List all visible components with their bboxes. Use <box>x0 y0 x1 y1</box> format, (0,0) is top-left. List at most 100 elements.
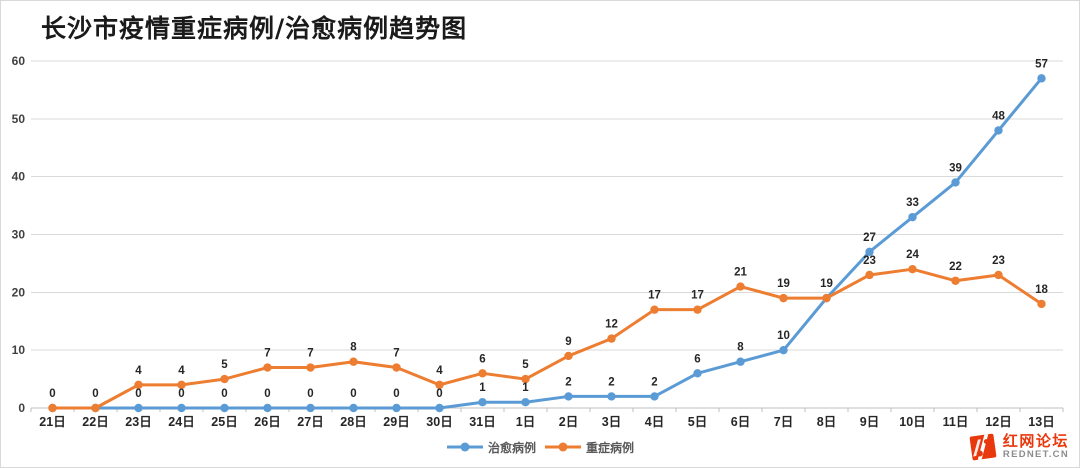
x-axis-category-label: 27日 <box>297 415 323 429</box>
x-axis-category-label: 2日 <box>559 415 578 429</box>
x-axis-category-label: 3日 <box>602 415 621 429</box>
series-cured-point <box>220 403 229 413</box>
series-cured-data-label: 0 <box>49 388 55 400</box>
y-axis-tick-label: 50 <box>12 112 26 126</box>
series-cured-point <box>994 126 1003 135</box>
series-severe-point <box>91 403 100 413</box>
series-cured-data-label: 0 <box>436 388 442 400</box>
series-severe-data-label: 7 <box>307 348 313 360</box>
series-cured-point <box>607 392 616 401</box>
series-cured-point <box>306 403 315 413</box>
series-severe-point <box>908 265 917 274</box>
logo-site-name: 红网论坛 <box>1002 432 1069 450</box>
series-cured-point <box>865 247 874 257</box>
x-axis-category-label: 10日 <box>899 415 925 429</box>
series-severe-point <box>435 380 444 390</box>
series-severe-data-label: 4 <box>436 365 443 377</box>
series-severe-data-label: 7 <box>393 348 399 360</box>
series-severe-point <box>349 357 358 366</box>
x-axis-category-label: 7日 <box>774 415 793 429</box>
series-severe-point <box>736 282 745 291</box>
series-severe-data-label: 17 <box>691 290 704 302</box>
series-cured-data-label: 10 <box>777 330 790 342</box>
series-severe-data-label: 6 <box>479 353 485 365</box>
series-severe-data-label: 17 <box>648 290 661 302</box>
rednet-logo-icon <box>969 433 997 461</box>
series-cured-data-label: 1 <box>522 382 529 394</box>
series-severe-point <box>607 334 616 343</box>
x-axis-category-label: 4日 <box>645 415 664 429</box>
y-axis-tick-label: 40 <box>12 170 26 184</box>
series-severe-data-label: 18 <box>1035 284 1048 296</box>
series-cured-point <box>908 212 917 222</box>
series-severe-data-label: 9 <box>565 336 571 348</box>
series-cured-point <box>693 369 702 378</box>
x-axis-category-label: 30日 <box>426 415 452 429</box>
series-severe-point <box>478 369 487 378</box>
series-cured-point <box>564 392 573 401</box>
series-cured-data-label: 48 <box>992 110 1005 122</box>
x-axis-category-label: 12日 <box>985 415 1011 429</box>
series-cured-data-label: 2 <box>565 376 571 388</box>
series-cured-data-label: 0 <box>264 388 270 400</box>
series-severe-point <box>693 305 702 314</box>
chart-title: 长沙市疫情重症病例/治愈病例趋势图 <box>41 14 468 43</box>
y-axis-tick-label: 0 <box>18 401 25 415</box>
series-cured-line <box>51 76 1043 410</box>
series-cured-data-label: 0 <box>393 388 399 400</box>
series-severe-point <box>263 363 272 372</box>
series-severe-point <box>220 374 229 384</box>
rednet-logo: 红网论坛 REDNET.CN <box>968 431 1069 463</box>
legend-item-cured: 治愈病例 <box>446 439 536 456</box>
series-cured-point <box>177 403 186 413</box>
series-cured-data-label: 8 <box>737 342 744 354</box>
legend-item-severe: 重症病例 <box>544 439 634 456</box>
rednet-logo-text: 红网论坛 REDNET.CN <box>1002 432 1069 461</box>
series-cured-point <box>951 178 960 187</box>
series-severe-data-label: 4 <box>178 365 185 377</box>
series-cured-data-label: 1 <box>479 382 486 394</box>
series-cured-data-label: 6 <box>694 353 700 365</box>
series-severe-line <box>51 267 1043 410</box>
chart-legend: 治愈病例 重症病例 <box>1 437 1079 457</box>
series-severe-point <box>564 351 573 361</box>
series-severe-point <box>779 293 788 303</box>
series-severe-point <box>951 276 960 285</box>
series-cured-data-label: 0 <box>350 388 356 400</box>
series-severe-point <box>865 270 874 280</box>
series-severe-data-label: 21 <box>734 267 747 279</box>
legend-label-cured: 治愈病例 <box>487 440 536 455</box>
series-cured-data-label: 39 <box>949 162 962 174</box>
x-axis-category-label: 22日 <box>82 415 108 429</box>
series-cured-point <box>435 403 444 413</box>
y-axis-tick-label: 60 <box>12 54 26 68</box>
legend-label-severe: 重症病例 <box>586 440 635 455</box>
series-cured-point <box>349 403 358 413</box>
y-axis-tick-label: 10 <box>12 343 26 357</box>
cured-line-swatch-icon <box>446 442 483 452</box>
y-axis-tick-label: 20 <box>12 285 26 299</box>
x-axis-category-label: 25日 <box>211 415 237 429</box>
series-severe-data-label: 23 <box>992 255 1005 267</box>
series-cured-point <box>263 403 272 413</box>
series-severe-data-label: 7 <box>264 348 270 360</box>
series-severe-point <box>306 363 315 372</box>
series-cured-data-label: 0 <box>178 388 184 400</box>
series-cured-point <box>779 345 788 355</box>
x-axis-category-label: 31日 <box>469 415 495 429</box>
series-cured-data-label: 0 <box>307 388 313 400</box>
series-severe-point <box>392 363 401 372</box>
logo-site-domain: REDNET.CN <box>1002 449 1069 461</box>
series-severe-data-label: 4 <box>135 365 142 377</box>
series-cured-point <box>521 398 530 407</box>
series-severe-data-label: 19 <box>777 278 790 290</box>
x-axis-category-label: 23日 <box>125 415 151 429</box>
x-axis-category-label: 13日 <box>1028 415 1054 429</box>
series-cured-data-label: 0 <box>92 388 98 400</box>
series-severe-data-label: 8 <box>350 342 357 354</box>
x-axis-category-label: 5日 <box>688 415 707 429</box>
series-cured-data-label: 27 <box>863 232 876 244</box>
x-axis-category-label: 21日 <box>39 415 65 429</box>
x-axis-category-label: 11日 <box>943 415 969 429</box>
series-cured-point <box>736 357 745 366</box>
